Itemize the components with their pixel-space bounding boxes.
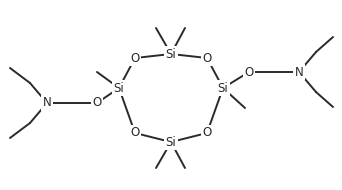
Text: O: O: [245, 66, 254, 78]
Text: N: N: [294, 66, 303, 78]
Text: Si: Si: [166, 135, 176, 149]
Text: Si: Si: [218, 82, 228, 94]
Text: O: O: [130, 127, 140, 139]
Text: O: O: [202, 127, 212, 139]
Text: N: N: [43, 97, 51, 109]
Text: O: O: [92, 97, 102, 109]
Text: O: O: [202, 51, 212, 64]
Text: Si: Si: [114, 82, 124, 94]
Text: O: O: [130, 51, 140, 64]
Text: Si: Si: [166, 48, 176, 60]
